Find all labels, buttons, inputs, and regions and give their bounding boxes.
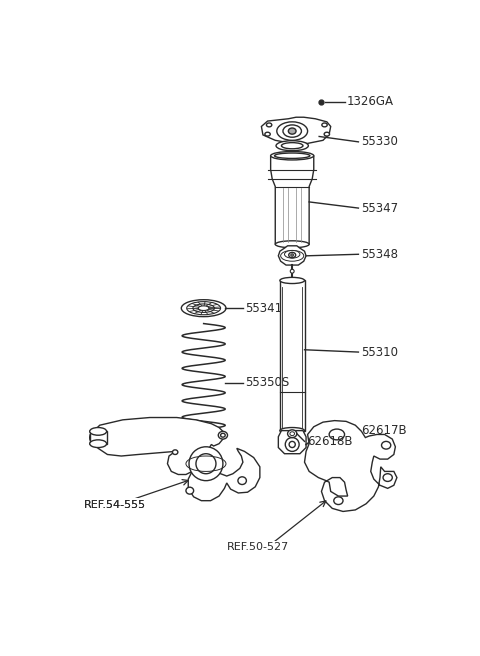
Polygon shape — [262, 117, 331, 144]
Ellipse shape — [186, 487, 193, 494]
Ellipse shape — [265, 133, 270, 136]
Text: 1326GA: 1326GA — [347, 95, 394, 108]
Polygon shape — [271, 155, 314, 244]
Ellipse shape — [324, 133, 330, 136]
Ellipse shape — [181, 300, 226, 317]
Ellipse shape — [285, 438, 299, 451]
Ellipse shape — [334, 497, 343, 504]
Ellipse shape — [383, 474, 392, 482]
Ellipse shape — [276, 140, 308, 151]
Ellipse shape — [288, 128, 296, 134]
Ellipse shape — [196, 454, 216, 474]
Ellipse shape — [90, 429, 107, 446]
Ellipse shape — [288, 430, 297, 438]
Text: 62617B: 62617B — [361, 424, 407, 437]
Ellipse shape — [193, 304, 215, 312]
Ellipse shape — [172, 450, 178, 455]
Ellipse shape — [275, 241, 309, 248]
Ellipse shape — [382, 441, 391, 449]
Ellipse shape — [266, 123, 272, 127]
Ellipse shape — [322, 123, 327, 127]
Text: 55350S: 55350S — [245, 377, 289, 390]
Polygon shape — [332, 421, 343, 430]
Ellipse shape — [291, 254, 294, 256]
Ellipse shape — [289, 253, 296, 258]
Ellipse shape — [238, 477, 246, 485]
Ellipse shape — [285, 251, 300, 258]
Text: 55347: 55347 — [361, 201, 398, 215]
Ellipse shape — [218, 432, 228, 439]
Ellipse shape — [271, 152, 314, 160]
Text: 55348: 55348 — [361, 248, 398, 261]
Ellipse shape — [189, 447, 223, 481]
Ellipse shape — [280, 277, 304, 283]
Text: 62618B: 62618B — [307, 435, 352, 448]
Text: REF.54-555: REF.54-555 — [84, 499, 146, 510]
Ellipse shape — [198, 306, 209, 310]
Polygon shape — [278, 246, 306, 265]
Text: 55310: 55310 — [361, 346, 398, 359]
Bar — [90, 432, 107, 443]
Ellipse shape — [90, 428, 107, 435]
Ellipse shape — [280, 428, 304, 434]
Ellipse shape — [187, 302, 221, 315]
Polygon shape — [90, 417, 260, 501]
Ellipse shape — [329, 429, 345, 440]
Ellipse shape — [94, 433, 103, 442]
Ellipse shape — [277, 122, 308, 140]
Ellipse shape — [283, 125, 301, 137]
Ellipse shape — [290, 432, 295, 436]
Ellipse shape — [221, 434, 225, 437]
Text: 55341: 55341 — [245, 302, 282, 315]
Ellipse shape — [281, 142, 303, 149]
Bar — [280, 281, 304, 430]
Ellipse shape — [275, 153, 310, 158]
Ellipse shape — [90, 440, 107, 447]
Text: REF.50-527: REF.50-527 — [227, 542, 289, 552]
Text: 55330: 55330 — [361, 135, 397, 148]
Ellipse shape — [289, 441, 295, 447]
Text: REF.54-555: REF.54-555 — [84, 499, 146, 510]
Polygon shape — [278, 430, 306, 454]
Ellipse shape — [290, 270, 294, 273]
Polygon shape — [304, 420, 397, 512]
